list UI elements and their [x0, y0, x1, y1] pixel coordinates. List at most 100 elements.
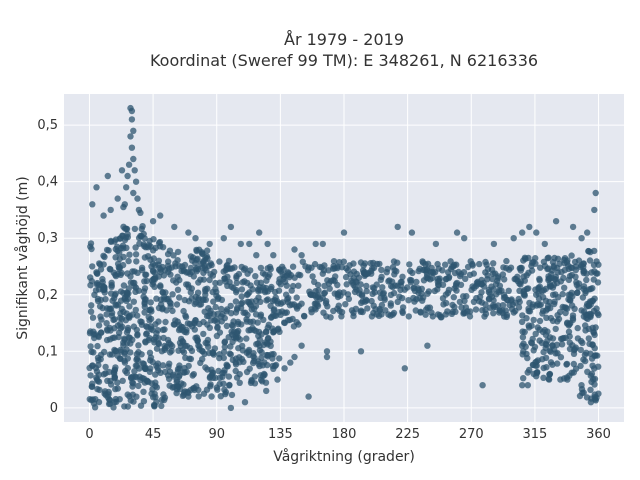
data-point: [481, 313, 488, 320]
data-point: [510, 235, 517, 242]
data-point: [193, 246, 200, 254]
data-point: [541, 240, 548, 248]
data-point: [357, 348, 365, 355]
data-point: [378, 266, 385, 274]
data-point: [127, 133, 134, 140]
data-point: [101, 390, 108, 397]
data-point: [179, 392, 186, 399]
data-point: [277, 281, 284, 288]
data-point: [153, 384, 161, 391]
data-point: [335, 302, 342, 309]
data-point: [202, 339, 209, 347]
data-point: [176, 294, 183, 301]
data-point: [583, 394, 591, 401]
data-point: [518, 318, 526, 326]
data-point: [236, 371, 243, 378]
data-point: [179, 327, 186, 334]
data-point: [170, 277, 177, 284]
data-point: [179, 337, 186, 345]
data-point: [394, 223, 401, 231]
data-point: [131, 368, 138, 375]
data-point: [170, 373, 177, 380]
data-point: [561, 284, 568, 291]
data-point: [147, 315, 155, 323]
data-point: [490, 310, 497, 317]
data-point: [174, 273, 181, 280]
data-point: [279, 271, 286, 278]
data-point: [289, 263, 297, 270]
data-point: [130, 127, 137, 134]
data-point: [323, 348, 331, 355]
data-point: [100, 252, 107, 259]
data-point: [208, 317, 215, 324]
data-point: [589, 341, 596, 349]
data-point: [482, 258, 489, 266]
data-point: [160, 272, 168, 279]
data-point: [399, 273, 406, 280]
data-point: [588, 378, 595, 385]
data-point: [97, 313, 104, 320]
data-point: [594, 310, 601, 317]
data-point: [373, 311, 380, 318]
data-point: [360, 262, 367, 269]
data-point: [111, 370, 118, 377]
data-point: [285, 295, 292, 302]
data-point: [355, 274, 363, 281]
data-point: [227, 223, 235, 231]
data-point: [187, 355, 195, 363]
data-point: [116, 235, 123, 242]
data-point: [212, 279, 219, 287]
data-point: [267, 342, 274, 349]
data-point: [88, 302, 95, 309]
data-point: [217, 393, 224, 400]
data-point: [264, 240, 271, 248]
data-point: [586, 257, 594, 264]
data-point: [235, 320, 242, 328]
data-point: [257, 264, 265, 272]
data-point: [417, 308, 424, 315]
data-point: [542, 331, 550, 339]
data-point: [351, 288, 359, 296]
x-tick-label: 360: [586, 427, 611, 442]
x-tick-label: 135: [268, 427, 293, 442]
data-point: [127, 349, 134, 356]
data-point: [87, 372, 94, 379]
data-point: [169, 307, 176, 315]
data-point: [175, 373, 183, 380]
data-point: [88, 348, 95, 355]
data-point: [93, 269, 100, 276]
data-point: [490, 240, 498, 248]
x-tick-label: 225: [395, 427, 420, 442]
data-point: [407, 279, 414, 286]
data-point: [140, 388, 147, 395]
data-point: [352, 305, 360, 312]
data-point: [138, 264, 146, 271]
data-point: [103, 320, 110, 327]
data-point: [238, 286, 246, 293]
data-point: [241, 399, 249, 406]
data-point: [124, 172, 131, 180]
data-point: [150, 255, 157, 262]
data-point: [405, 297, 412, 304]
data-point: [503, 265, 510, 272]
data-point: [245, 346, 253, 354]
data-point: [130, 398, 137, 405]
data-point: [121, 294, 129, 301]
data-point: [340, 258, 347, 265]
data-point: [539, 307, 547, 314]
data-point: [399, 304, 407, 311]
data-point: [105, 247, 112, 254]
data-point: [102, 296, 109, 303]
data-point: [227, 404, 235, 412]
y-axis-label: Signifikant våghöjd (m): [14, 176, 31, 339]
data-point: [209, 374, 217, 381]
data-point: [133, 355, 141, 362]
data-point: [150, 268, 157, 275]
data-point: [111, 295, 118, 302]
data-point: [247, 379, 255, 386]
data-point: [116, 255, 124, 263]
data-point: [235, 327, 242, 335]
data-point: [89, 263, 96, 270]
data-point: [449, 301, 456, 309]
data-point: [115, 329, 123, 336]
